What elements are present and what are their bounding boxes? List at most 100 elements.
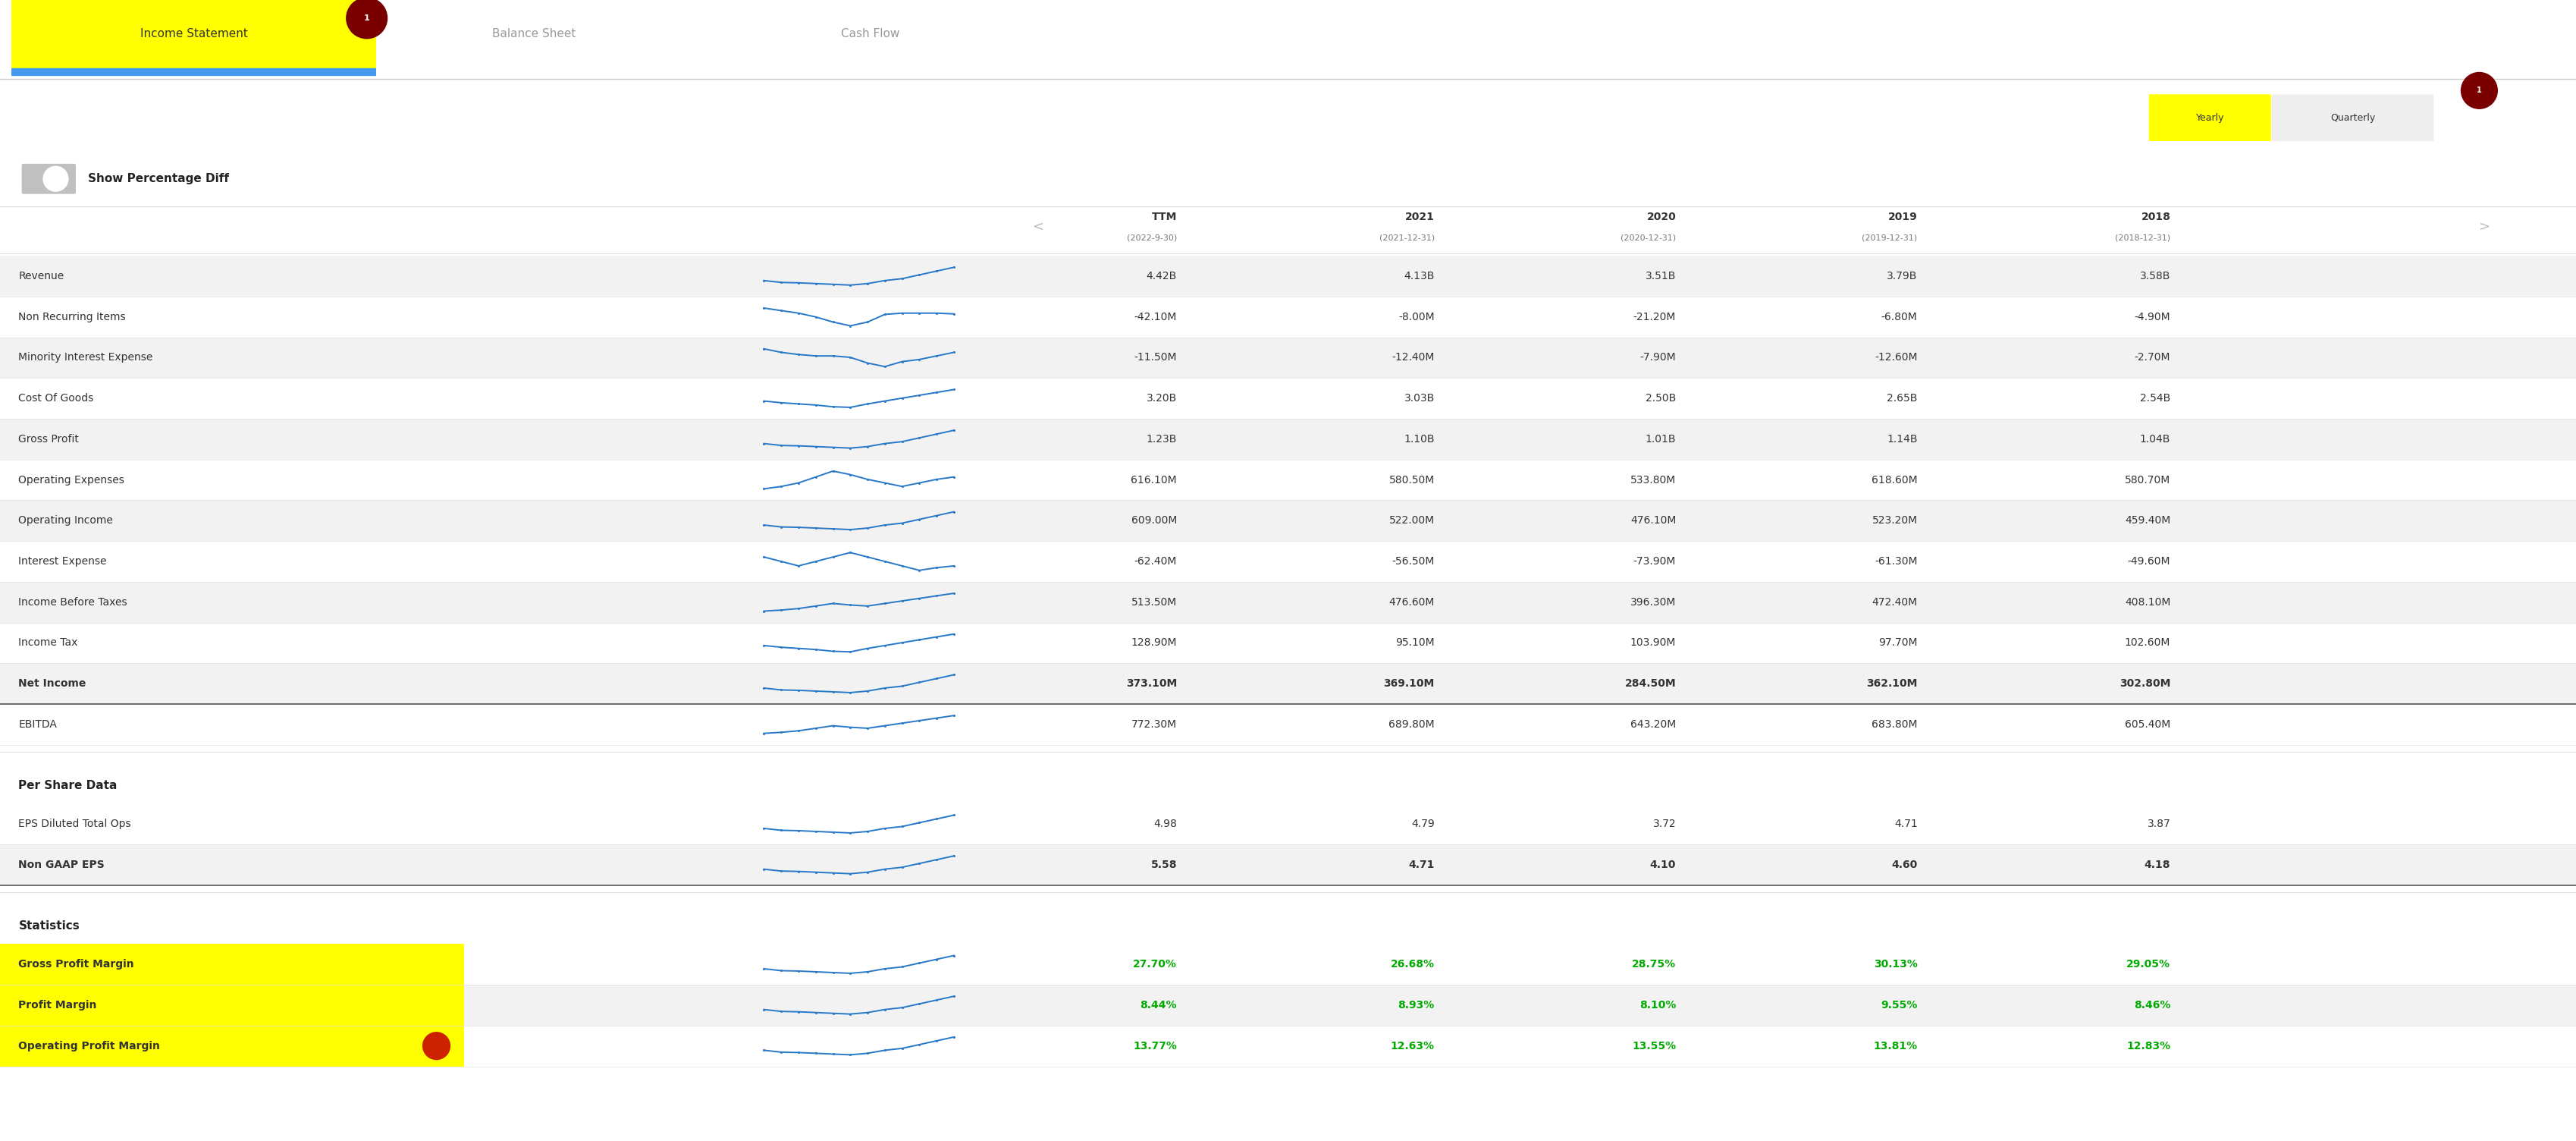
Text: Cost Of Goods: Cost Of Goods <box>18 394 93 404</box>
Circle shape <box>345 0 386 39</box>
Text: 97.70M: 97.70M <box>1878 638 1917 648</box>
Bar <box>0 944 464 985</box>
Text: Net Income: Net Income <box>18 679 88 689</box>
Text: 13.55%: 13.55% <box>1631 1041 1674 1051</box>
Text: -4.90M: -4.90M <box>2133 311 2169 322</box>
Text: >: > <box>2478 219 2488 233</box>
Text: -12.60M: -12.60M <box>1875 353 1917 363</box>
Text: Cash Flow: Cash Flow <box>840 29 899 40</box>
FancyBboxPatch shape <box>2272 95 2432 141</box>
Bar <box>0 419 2576 460</box>
Text: Non GAAP EPS: Non GAAP EPS <box>18 859 106 871</box>
Text: Statistics: Statistics <box>18 921 80 931</box>
Text: 9.55%: 9.55% <box>1880 1000 1917 1011</box>
Text: Profit Margin: Profit Margin <box>18 1000 98 1011</box>
Text: Income Statement: Income Statement <box>139 29 247 40</box>
Text: 30.13%: 30.13% <box>1873 960 1917 970</box>
Text: 362.10M: 362.10M <box>1865 679 1917 689</box>
Text: 476.10M: 476.10M <box>1631 516 1674 526</box>
Text: 3.79B: 3.79B <box>1886 270 1917 282</box>
Text: 683.80M: 683.80M <box>1870 719 1917 730</box>
Text: 3.72: 3.72 <box>1651 819 1674 830</box>
Bar <box>0 985 464 1026</box>
Text: TTM: TTM <box>1151 212 1177 222</box>
Text: (2020-12-31): (2020-12-31) <box>1620 234 1674 242</box>
Text: 4.42B: 4.42B <box>1146 270 1177 282</box>
FancyBboxPatch shape <box>2148 95 2269 141</box>
Text: 4.18: 4.18 <box>2143 859 2169 871</box>
Text: -7.90M: -7.90M <box>1638 353 1674 363</box>
Bar <box>0 1026 2576 1067</box>
Text: 13.81%: 13.81% <box>1873 1041 1917 1051</box>
Text: (2018-12-31): (2018-12-31) <box>2115 234 2169 242</box>
Text: -73.90M: -73.90M <box>1633 556 1674 567</box>
Circle shape <box>422 1033 451 1060</box>
FancyBboxPatch shape <box>21 164 75 194</box>
Text: (2019-12-31): (2019-12-31) <box>1862 234 1917 242</box>
Text: 302.80M: 302.80M <box>2120 679 2169 689</box>
Text: -8.00M: -8.00M <box>1399 311 1435 322</box>
Text: 2.65B: 2.65B <box>1886 394 1917 404</box>
Text: 1.01B: 1.01B <box>1646 434 1674 445</box>
Text: 459.40M: 459.40M <box>2125 516 2169 526</box>
Text: 8.46%: 8.46% <box>2133 1000 2169 1011</box>
Text: Yearly: Yearly <box>2195 113 2223 122</box>
Text: 3.58B: 3.58B <box>2138 270 2169 282</box>
Text: 1: 1 <box>2476 87 2481 95</box>
Text: 26.68%: 26.68% <box>1391 960 1435 970</box>
Text: Minority Interest Expense: Minority Interest Expense <box>18 353 152 363</box>
Text: 28.75%: 28.75% <box>1631 960 1674 970</box>
Text: 4.60: 4.60 <box>1891 859 1917 871</box>
Text: 103.90M: 103.90M <box>1631 638 1674 648</box>
Text: Per Share Data: Per Share Data <box>18 780 118 791</box>
Text: 12.63%: 12.63% <box>1391 1041 1435 1051</box>
Text: 618.60M: 618.60M <box>1870 475 1917 485</box>
Text: (2022-9-30): (2022-9-30) <box>1126 234 1177 242</box>
Text: -12.40M: -12.40M <box>1391 353 1435 363</box>
Text: 12.83%: 12.83% <box>2125 1041 2169 1051</box>
Text: Quarterly: Quarterly <box>2329 113 2375 122</box>
Text: 29.05%: 29.05% <box>2125 960 2169 970</box>
Text: Interest Expense: Interest Expense <box>18 556 106 567</box>
Bar <box>0 1026 464 1067</box>
Text: 2021: 2021 <box>1404 212 1435 222</box>
Text: 8.93%: 8.93% <box>1399 1000 1435 1011</box>
Text: Non Recurring Items: Non Recurring Items <box>18 311 126 322</box>
Text: -21.20M: -21.20M <box>1633 311 1674 322</box>
Text: 523.20M: 523.20M <box>1870 516 1917 526</box>
Text: -56.50M: -56.50M <box>1391 556 1435 567</box>
Bar <box>0 500 2576 541</box>
Text: 605.40M: 605.40M <box>2125 719 2169 730</box>
Text: Income Before Taxes: Income Before Taxes <box>18 597 126 607</box>
Text: 522.00M: 522.00M <box>1388 516 1435 526</box>
Text: Gross Profit: Gross Profit <box>18 434 80 445</box>
Text: 2018: 2018 <box>2141 212 2169 222</box>
Text: 609.00M: 609.00M <box>1131 516 1177 526</box>
Text: 408.10M: 408.10M <box>2125 597 2169 607</box>
Bar <box>13 0 376 68</box>
Text: 369.10M: 369.10M <box>1383 679 1435 689</box>
Text: -11.50M: -11.50M <box>1133 353 1177 363</box>
Text: -61.30M: -61.30M <box>1875 556 1917 567</box>
Text: 1.23B: 1.23B <box>1146 434 1177 445</box>
Text: 3.03B: 3.03B <box>1404 394 1435 404</box>
Text: 3.20B: 3.20B <box>1146 394 1177 404</box>
Text: 27.70%: 27.70% <box>1133 960 1177 970</box>
Text: 1.10B: 1.10B <box>1404 434 1435 445</box>
Text: 8.10%: 8.10% <box>1638 1000 1674 1011</box>
Text: 4.10: 4.10 <box>1649 859 1674 871</box>
Text: 102.60M: 102.60M <box>2125 638 2169 648</box>
Text: 1: 1 <box>363 15 368 22</box>
Text: Balance Sheet: Balance Sheet <box>492 29 574 40</box>
Text: EBITDA: EBITDA <box>18 719 57 730</box>
Text: 5.58: 5.58 <box>1151 859 1177 871</box>
Bar <box>0 256 2576 297</box>
Text: 616.10M: 616.10M <box>1131 475 1177 485</box>
Text: -49.60M: -49.60M <box>2128 556 2169 567</box>
Text: 2020: 2020 <box>1646 212 1674 222</box>
Text: 513.50M: 513.50M <box>1131 597 1177 607</box>
Text: 472.40M: 472.40M <box>1870 597 1917 607</box>
Text: 689.80M: 689.80M <box>1388 719 1435 730</box>
Text: 1.14B: 1.14B <box>1886 434 1917 445</box>
Bar <box>0 663 2576 704</box>
